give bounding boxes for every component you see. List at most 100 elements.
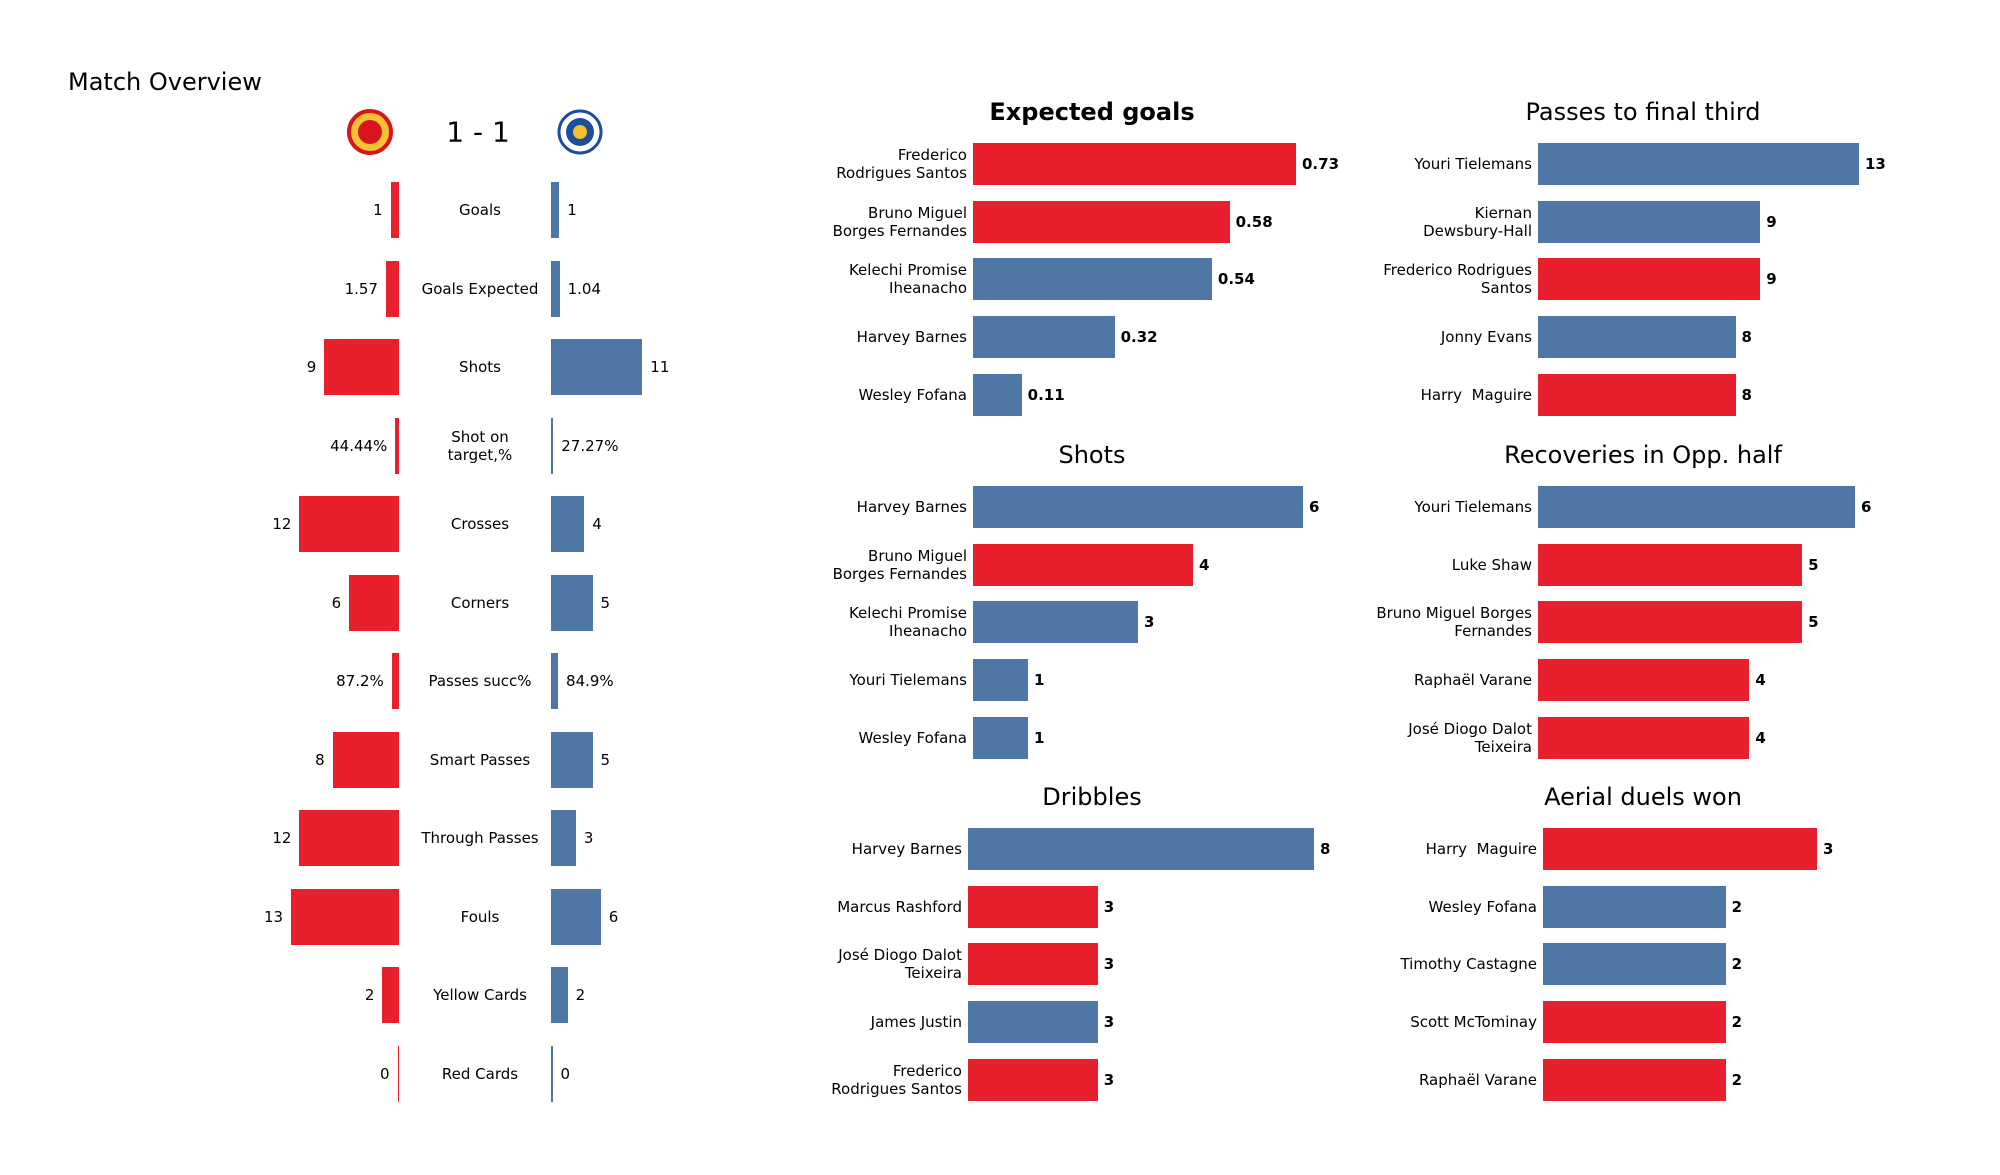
page-title: Match Overview [68, 68, 262, 96]
home-value: 87.2% [336, 672, 384, 690]
home-logo [347, 109, 393, 155]
value-label: 4 [1199, 555, 1210, 574]
bar [973, 601, 1138, 644]
value-label: 8 [1741, 385, 1752, 404]
player-label: Harry Maguire [1420, 385, 1532, 404]
away-bar [551, 417, 554, 474]
player-label: Youri Tielemans [1414, 155, 1532, 173]
value-label: 5 [1808, 613, 1819, 632]
player-label: Youri Tielemans [1414, 498, 1532, 516]
stat-label: Yellow Cards [433, 986, 527, 1004]
bar [1543, 943, 1726, 986]
home-value: 0 [379, 1064, 390, 1083]
value-label: 3 [1103, 897, 1115, 916]
value-label: 0.32 [1120, 328, 1158, 347]
home-value: 44.44% [330, 436, 388, 455]
away-bar [551, 653, 559, 709]
away-bar [551, 496, 585, 552]
home-value: 1.57 [344, 279, 378, 298]
away-value: 5 [600, 593, 611, 612]
player-label: Harvey Barnes [856, 328, 967, 347]
player-label: Luke Shaw [1451, 555, 1532, 574]
score: 1 - 1 [446, 115, 510, 149]
player-label: Kelechi Promise Iheanacho [848, 604, 967, 641]
home-value: 8 [315, 750, 325, 769]
home-bar [299, 496, 399, 552]
bar [973, 258, 1212, 301]
value-label: 3 [1103, 1070, 1115, 1089]
stat-label: Goals Expected [421, 279, 539, 298]
bar [973, 543, 1193, 586]
bar [1543, 828, 1817, 870]
bar [1538, 543, 1803, 586]
stat-label: Shot on target,% [447, 427, 513, 464]
player-label: José Diogo Dalot Teixeira [1408, 719, 1532, 756]
home-value: 9 [306, 358, 317, 376]
home-bar [385, 260, 399, 317]
chart-title: Passes to final third [1525, 98, 1761, 126]
home-bar [299, 810, 399, 866]
bar [973, 716, 1028, 759]
home-bar [332, 731, 399, 788]
home-bar [395, 417, 399, 474]
bar [973, 200, 1230, 243]
home-bar [397, 1045, 399, 1102]
player-label: Timothy Castagne [1400, 955, 1537, 974]
bar [973, 659, 1028, 702]
bar [1543, 1058, 1726, 1101]
stat-label: Corners [450, 593, 510, 612]
player-label: Raphaël Varane [1418, 1070, 1537, 1089]
away-value: 3 [583, 829, 594, 847]
player-label: Harvey Barnes [856, 498, 967, 516]
stat-label: Shots [459, 358, 501, 376]
value-label: 9 [1766, 212, 1777, 231]
stat-label: Smart Passes [429, 750, 531, 769]
bar [973, 486, 1303, 528]
value-label: 2 [1731, 955, 1743, 974]
away-bar [551, 182, 560, 238]
value-label: 8 [1741, 328, 1752, 347]
value-label: 0.11 [1027, 385, 1065, 404]
away-bar [551, 339, 643, 395]
bar [968, 1058, 1098, 1101]
player-label: Harvey Barnes [851, 840, 962, 858]
bar [1538, 601, 1803, 644]
value-label: 3 [1103, 1013, 1115, 1032]
value-label: 0.54 [1217, 270, 1255, 289]
away-bar [551, 574, 593, 631]
chart-title: Recoveries in Opp. half [1504, 441, 1782, 469]
player-label: Raphaël Varane [1413, 671, 1532, 690]
bar [1543, 1001, 1726, 1044]
stat-label: Crosses [450, 515, 510, 533]
chart-title: Expected goals [989, 98, 1195, 126]
bar [1538, 486, 1855, 528]
away-value: 2 [575, 986, 586, 1004]
home-bar [291, 888, 399, 945]
value-label: 8 [1320, 840, 1331, 858]
bar [973, 316, 1115, 359]
away-logo [557, 109, 603, 155]
player-label: Frederico Rodrigues Santos [831, 1061, 962, 1098]
home-bar [391, 653, 399, 709]
value-label: 4 [1755, 671, 1766, 690]
home-bar [390, 182, 399, 238]
away-value: 11 [650, 358, 670, 376]
stat-label: Passes succ% [428, 672, 532, 690]
stat-label: Goals [459, 201, 501, 219]
stat-label: Fouls [460, 907, 500, 926]
chart-title: Dribbles [1042, 783, 1142, 811]
player-label: Scott McTominay [1410, 1013, 1537, 1032]
away-value: 1.04 [567, 279, 602, 298]
away-value: 6 [608, 907, 619, 926]
home-value: 6 [331, 593, 342, 612]
player-label: Kelechi Promise Iheanacho [848, 261, 967, 298]
value-label: 1 [1034, 671, 1045, 690]
value-label: 3 [1823, 840, 1834, 858]
player-label: Youri Tielemans [849, 671, 967, 690]
home-bar [324, 339, 399, 395]
player-label: Wesley Fofana [858, 728, 967, 747]
away-value: 4 [592, 515, 602, 533]
value-label: 6 [1309, 498, 1320, 516]
away-bar [551, 1045, 553, 1102]
